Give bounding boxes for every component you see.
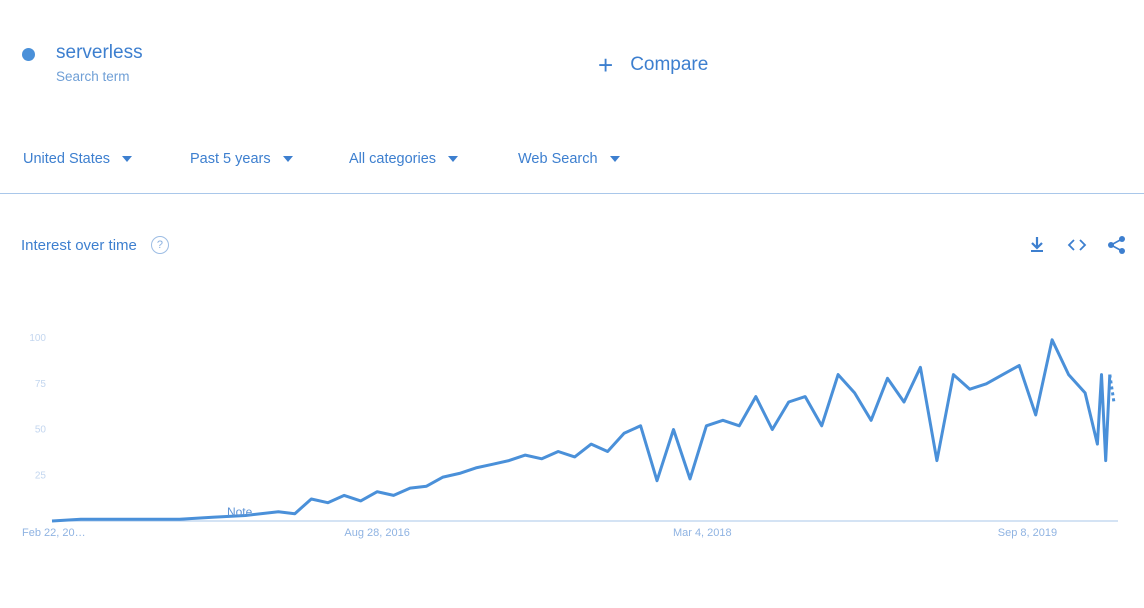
series-color-dot [22,48,35,61]
search-term-subtitle: Search term [56,69,130,84]
category-dropdown[interactable]: All categories [349,151,459,167]
compare-button[interactable]: + Compare [598,52,708,78]
x-tick-label: Sep 8, 2019 [998,527,1057,539]
search-term-name[interactable]: serverless [56,42,143,63]
download-icon[interactable] [1026,234,1048,256]
series-line-partial-data [1108,374,1116,403]
interest-over-time-chart[interactable]: 100 75 50 25 Note Feb 22, 20… Aug 28, 2016 Ma… [0,300,1144,560]
y-tick-label: 100 [29,333,46,344]
plus-icon: + [598,50,614,80]
x-tick-label: Mar 4, 2018 [673,527,732,539]
filter-bar: United States Past 5 years All categorie… [0,146,1144,176]
x-tick-label: Feb 22, 20… [22,527,86,539]
y-tick-label: 75 [35,379,47,390]
y-tick-label: 25 [35,470,47,481]
search-type-dropdown-label: Web Search [518,151,598,167]
y-tick-label: 50 [35,425,47,436]
caret-down-icon [282,156,293,162]
share-icon[interactable] [1106,234,1128,256]
section-title: Interest over time [21,236,137,254]
time-range-dropdown[interactable]: Past 5 years [190,151,293,167]
compare-label: Compare [630,54,709,75]
x-axis: Feb 22, 20… Aug 28, 2016 Mar 4, 2018 Sep 8,… [22,527,1057,539]
series-line-serverless [51,338,1112,523]
chart-toolbar [1026,234,1130,256]
caret-down-icon [448,156,459,162]
time-range-dropdown-label: Past 5 years [190,151,271,167]
interest-over-time-header: Interest over time ? [21,236,169,254]
category-dropdown-label: All categories [349,151,437,167]
divider [0,193,1144,194]
embed-code-icon[interactable] [1066,234,1088,256]
search-type-dropdown[interactable]: Web Search [518,151,620,167]
x-tick-label: Aug 28, 2016 [344,527,409,539]
region-dropdown-label: United States [23,151,111,167]
chart-note-label[interactable]: Note [227,505,253,519]
caret-down-icon [609,156,620,162]
caret-down-icon [122,156,133,162]
y-axis: 100 75 50 25 [29,333,46,481]
region-dropdown[interactable]: United States [23,151,133,167]
help-icon[interactable]: ? [150,236,169,254]
